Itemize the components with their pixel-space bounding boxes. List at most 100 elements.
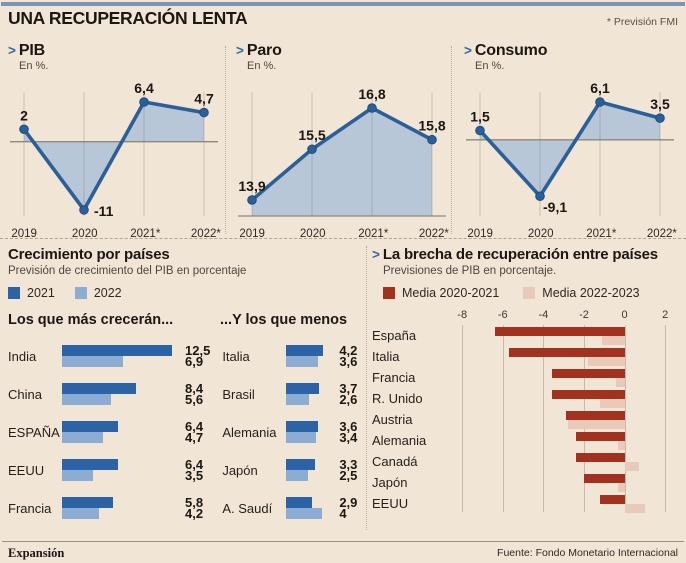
axis-tick-label: -8 bbox=[457, 309, 468, 321]
panel-divider bbox=[451, 46, 452, 234]
x-axis-labels: 2019 2020 2021* 2022* bbox=[236, 228, 450, 242]
country-label: Japón bbox=[372, 475, 408, 490]
section-divider bbox=[0, 238, 686, 239]
growth-groups: India 12,5 6,9 China 8,4 5,6 ESPAÑA 6,4 4,7 EEUU 6… bbox=[8, 337, 360, 527]
growth-row: Alemania 3,6 3,4 bbox=[222, 413, 357, 451]
x-tick-label: 2021* bbox=[130, 228, 161, 240]
growth-subtitle: Previsión de crecimiento del PIB en porc… bbox=[8, 265, 247, 277]
x-tick-label: 2020 bbox=[299, 228, 326, 240]
chart-units-label: En %. bbox=[247, 60, 277, 72]
value-labels: 3,7 2,6 bbox=[339, 382, 358, 407]
value-label: 3,6 bbox=[339, 354, 358, 369]
bar-2021 bbox=[62, 421, 119, 432]
axis-tick-label: -4 bbox=[538, 309, 549, 321]
x-axis-labels: 2019 2020 2021* 2022* bbox=[464, 228, 678, 242]
value-labels: 8,4 5,6 bbox=[185, 380, 204, 406]
bar-pair bbox=[62, 383, 178, 405]
value-label: -11 bbox=[94, 203, 114, 219]
country-label: A. Saudí bbox=[222, 500, 273, 516]
country-label: EEUU bbox=[8, 462, 45, 478]
bar-pair bbox=[450, 452, 676, 471]
forecast-note: * Previsión FMI bbox=[606, 16, 678, 28]
growth-legend: 2021 2022 bbox=[8, 286, 360, 300]
value-labels: 2,9 4 bbox=[339, 496, 357, 521]
gap-row: Austria bbox=[372, 409, 678, 430]
legend-swatch-icon bbox=[383, 287, 395, 299]
data-line bbox=[250, 106, 434, 202]
country-label: EEUU bbox=[372, 496, 409, 511]
chart-title-paro: Paro bbox=[246, 42, 282, 59]
bar-pair bbox=[286, 383, 332, 405]
gap-section: > La brecha de recuperación entre países… bbox=[372, 246, 678, 514]
bar-2021 bbox=[286, 459, 316, 470]
bar-2022 bbox=[62, 508, 99, 519]
axis-tick-label: 0 bbox=[621, 309, 628, 321]
panel-divider bbox=[225, 46, 226, 234]
value-label: 16,8 bbox=[358, 86, 385, 102]
legend-label: 2022 bbox=[93, 286, 122, 300]
data-point bbox=[307, 144, 317, 155]
x-tick-label: 2021* bbox=[358, 228, 389, 240]
gap-row: Francia bbox=[372, 367, 678, 388]
bar-media-2022-2023 bbox=[588, 356, 625, 366]
axis-tick-label: 2 bbox=[662, 309, 669, 321]
panel-paro: > Paro En %. 13,9 15,5 16,8 15,8 2019 2020 202… bbox=[236, 42, 450, 242]
bottom-section-divider bbox=[366, 246, 367, 530]
bar-media-2022-2023 bbox=[624, 503, 645, 513]
x-tick-label: 2020 bbox=[527, 228, 554, 240]
value-label: 4 bbox=[339, 506, 347, 521]
bar-media-2020-2021 bbox=[551, 368, 625, 378]
panel-consumo: > Consumo En %. 1,5 -9,1 6,1 3,5 2019 2020 202… bbox=[464, 42, 678, 242]
bar-2021 bbox=[62, 383, 136, 394]
bar-media-2020-2021 bbox=[508, 347, 625, 357]
value-label: 1,5 bbox=[470, 109, 490, 125]
value-label: 2,6 bbox=[339, 392, 358, 407]
value-label: 15,8 bbox=[418, 118, 445, 134]
growth-group-least: Italia 4,2 3,6 Brasil 3,7 2,6 Alemania 3,6 3,4 Ja… bbox=[222, 337, 357, 527]
country-label: España bbox=[372, 328, 417, 343]
pib-line-chart: 2 -11 6,4 4,7 2019 2020 2021* 2022* bbox=[8, 74, 222, 242]
country-label: Italia bbox=[222, 348, 250, 364]
x-tick-label: 2019 bbox=[467, 228, 493, 240]
data-line bbox=[478, 100, 662, 199]
footer-divider bbox=[2, 541, 684, 542]
bar-pair bbox=[286, 345, 332, 367]
bar-pair bbox=[62, 459, 178, 481]
x-axis-labels: 2019 2020 2021* 2022* bbox=[8, 228, 222, 242]
bar-media-2020-2021 bbox=[575, 452, 625, 462]
value-label: 8,4 bbox=[185, 380, 204, 396]
bar-media-2020-2021 bbox=[494, 326, 625, 336]
country-label: Alemania bbox=[372, 433, 427, 448]
bar-pair bbox=[450, 326, 676, 345]
consumo-line-chart: 1,5 -9,1 6,1 3,5 2019 2020 2021* 2022* bbox=[464, 74, 678, 242]
data-point bbox=[247, 195, 257, 205]
gap-title: La brecha de recuperación entre países bbox=[382, 246, 658, 263]
grid-line bbox=[624, 325, 626, 512]
legend-label: Media 2020-2021 bbox=[402, 286, 500, 300]
bar-media-2022-2023 bbox=[567, 419, 625, 429]
country-label: ESPAÑA bbox=[8, 424, 60, 440]
bar-2021 bbox=[286, 383, 319, 394]
bar-2022 bbox=[62, 470, 93, 481]
country-label: Francia bbox=[8, 500, 52, 516]
bar-2021 bbox=[286, 345, 324, 356]
bar-pair bbox=[450, 389, 676, 408]
gap-legend: Media 2020-2021 Media 2022-2023 bbox=[383, 286, 678, 300]
value-label: 3,5 bbox=[650, 96, 670, 112]
bar-2021 bbox=[62, 345, 172, 356]
value-labels: 12,5 6,9 bbox=[185, 344, 210, 368]
gap-row: España bbox=[372, 325, 678, 346]
gap-body: España Italia Francia R. Unido Austria Aleman… bbox=[372, 325, 678, 514]
bar-pair bbox=[450, 368, 676, 387]
chevron-icon: > bbox=[464, 43, 472, 58]
gap-row: Italia bbox=[372, 346, 678, 367]
value-labels: 3,3 2,5 bbox=[339, 458, 357, 482]
bar-2021 bbox=[62, 497, 114, 508]
growth-section: Crecimiento por países Previsión de crec… bbox=[8, 246, 360, 527]
bar-pair bbox=[286, 459, 332, 481]
gap-head: > La brecha de recuperación entre países bbox=[372, 246, 678, 263]
value-label: 3,4 bbox=[339, 430, 358, 445]
legend-item: 2021 bbox=[8, 286, 55, 300]
bar-pair bbox=[450, 431, 676, 450]
